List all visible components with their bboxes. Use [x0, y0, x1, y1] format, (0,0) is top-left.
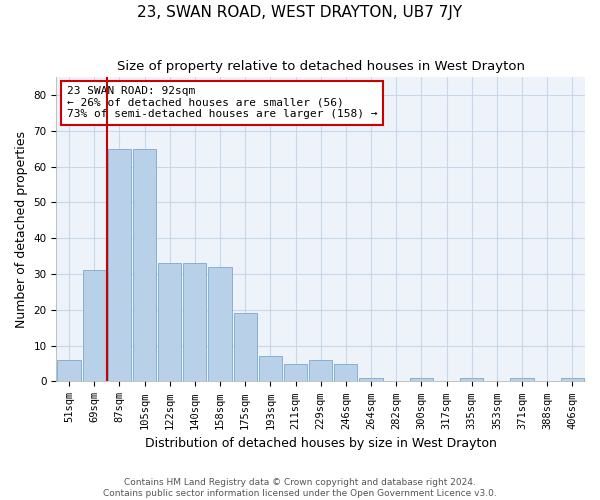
- Bar: [58, 360, 80, 382]
- Bar: [309, 360, 332, 382]
- Bar: [410, 378, 433, 382]
- Bar: [183, 263, 206, 382]
- Text: Contains HM Land Registry data © Crown copyright and database right 2024.
Contai: Contains HM Land Registry data © Crown c…: [103, 478, 497, 498]
- Text: 23 SWAN ROAD: 92sqm
← 26% of detached houses are smaller (56)
73% of semi-detach: 23 SWAN ROAD: 92sqm ← 26% of detached ho…: [67, 86, 377, 120]
- Bar: [208, 267, 232, 382]
- Bar: [460, 378, 484, 382]
- Bar: [133, 148, 156, 382]
- Bar: [83, 270, 106, 382]
- Title: Size of property relative to detached houses in West Drayton: Size of property relative to detached ho…: [117, 60, 525, 73]
- Bar: [158, 263, 181, 382]
- Bar: [359, 378, 383, 382]
- Text: 23, SWAN ROAD, WEST DRAYTON, UB7 7JY: 23, SWAN ROAD, WEST DRAYTON, UB7 7JY: [137, 5, 463, 20]
- Bar: [334, 364, 358, 382]
- Bar: [233, 314, 257, 382]
- X-axis label: Distribution of detached houses by size in West Drayton: Distribution of detached houses by size …: [145, 437, 497, 450]
- Bar: [108, 148, 131, 382]
- Bar: [561, 378, 584, 382]
- Bar: [259, 356, 282, 382]
- Bar: [511, 378, 533, 382]
- Y-axis label: Number of detached properties: Number of detached properties: [15, 130, 28, 328]
- Bar: [284, 364, 307, 382]
